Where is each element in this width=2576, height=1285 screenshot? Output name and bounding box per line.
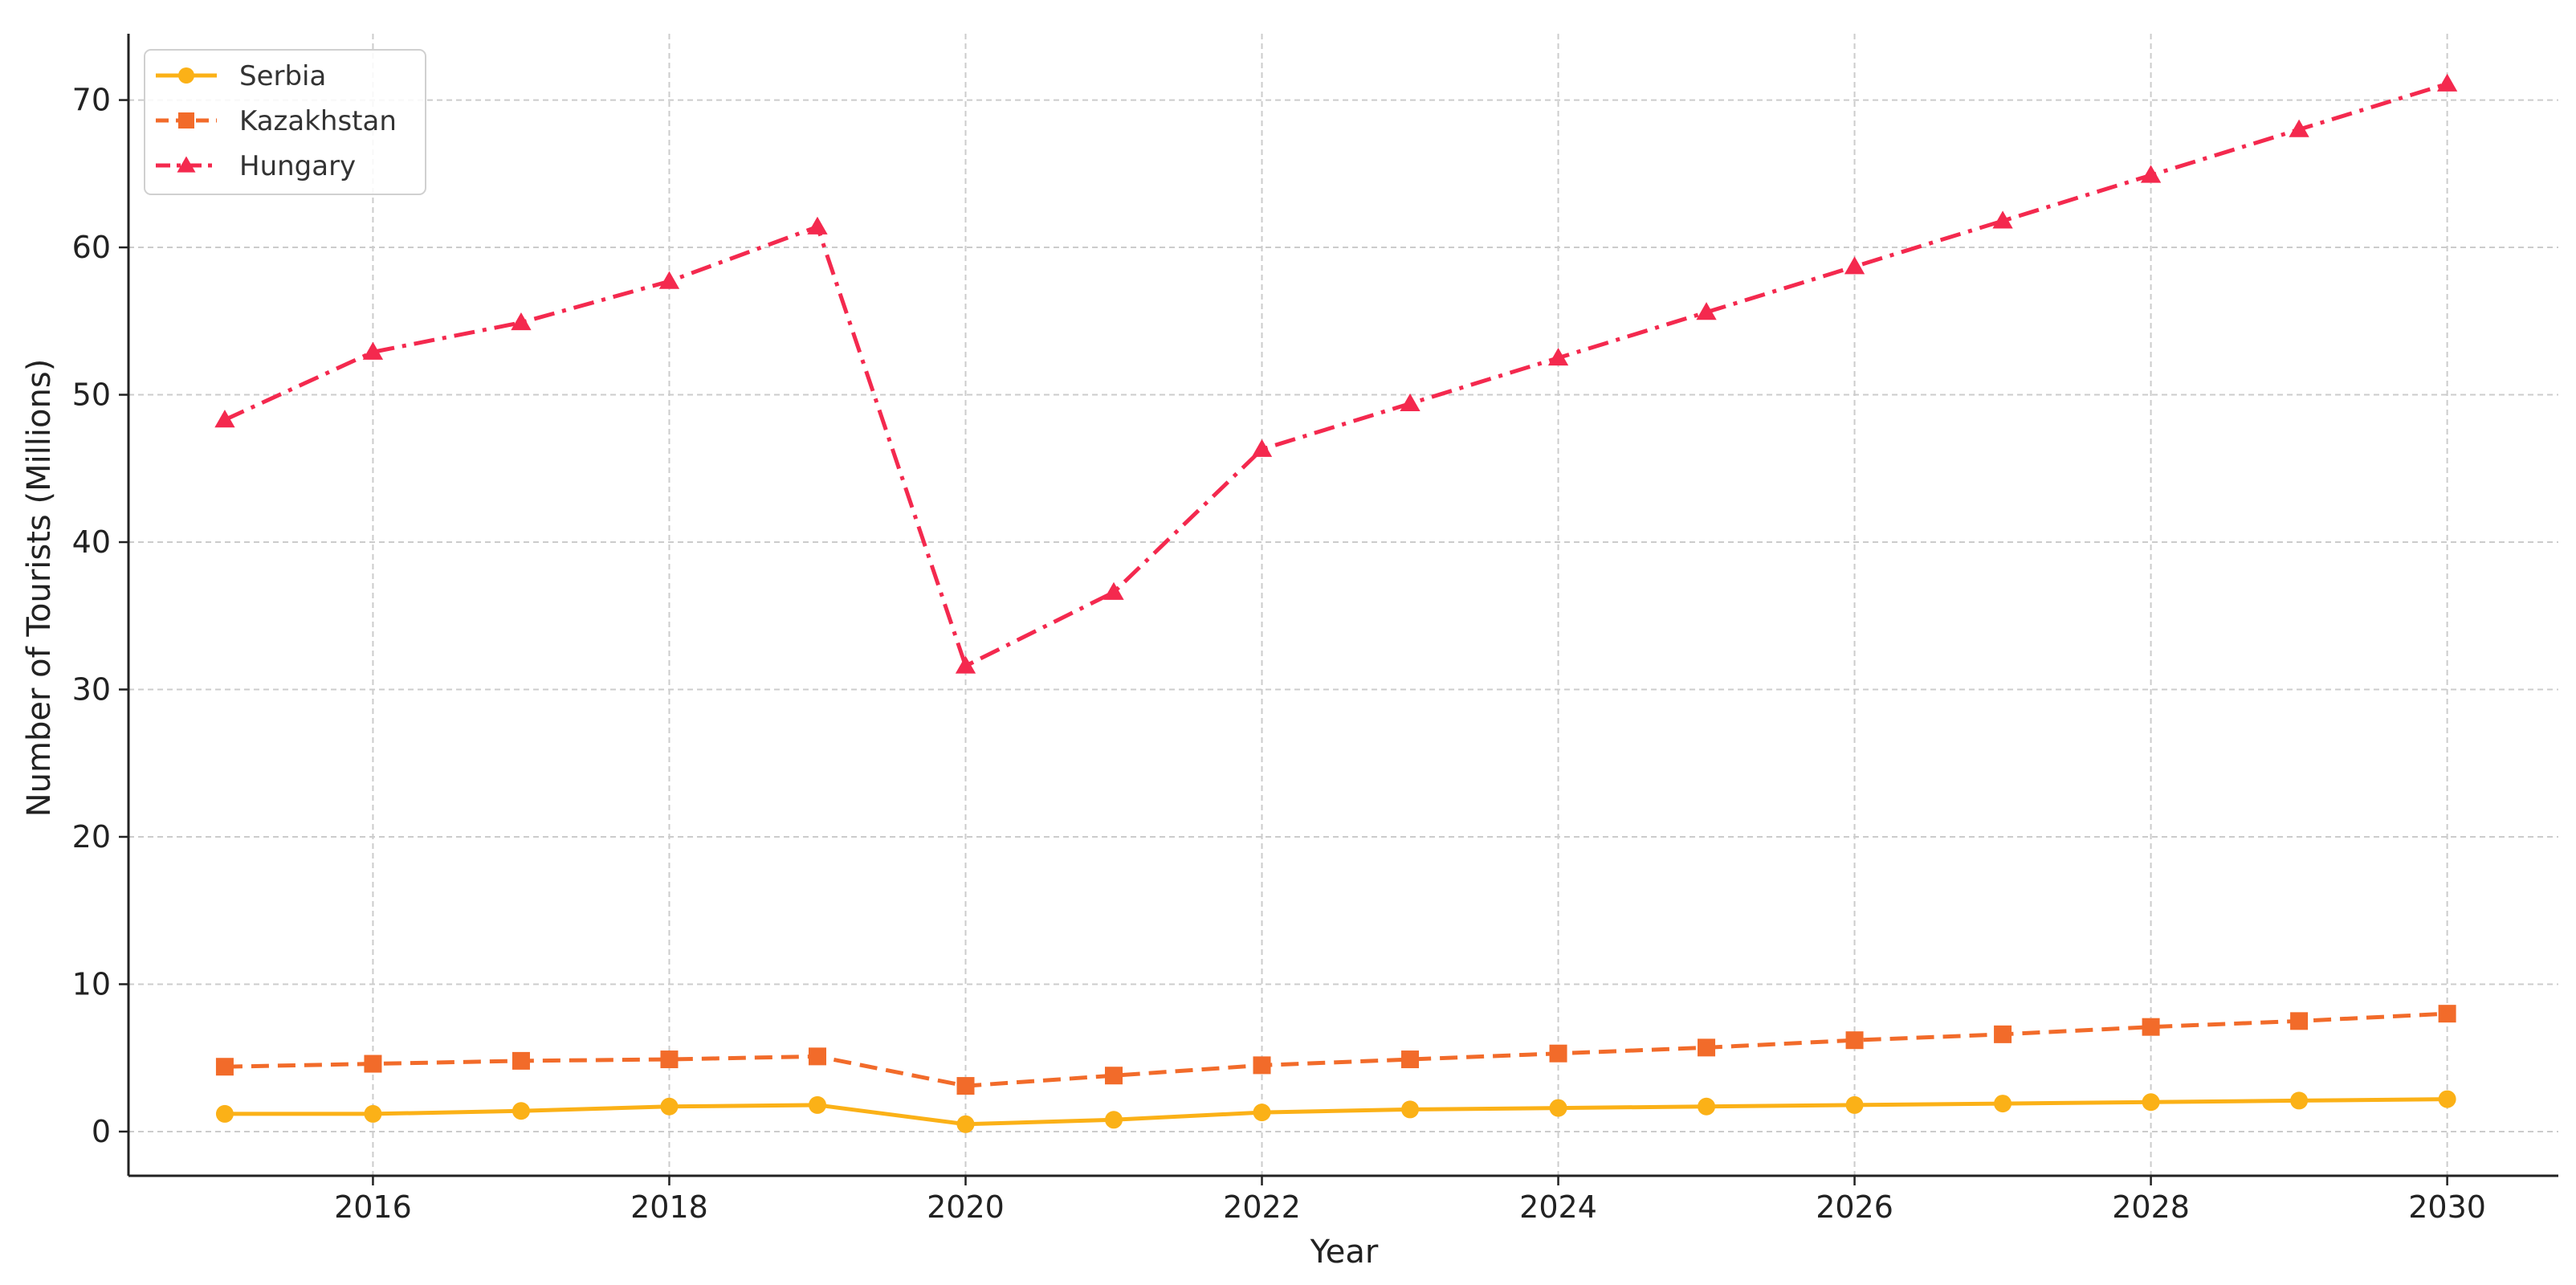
y-tick-label: 40 [72,524,111,560]
data-point-kazakhstan [512,1051,530,1070]
data-point-serbia [1253,1103,1271,1122]
data-point-hungary [1844,256,1865,275]
data-point-serbia [1698,1097,1716,1116]
data-point-serbia [2438,1090,2456,1108]
x-tick-label: 2024 [1519,1189,1597,1225]
x-axis-title: Year [1310,1234,1379,1271]
data-point-kazakhstan [1994,1025,2012,1043]
data-point-kazakhstan [808,1047,826,1066]
data-point-kazakhstan [1401,1050,1420,1069]
data-point-serbia [2290,1091,2309,1110]
data-point-kazakhstan [364,1055,382,1073]
data-point-kazakhstan [2438,1005,2456,1023]
series-line-kazakhstan [224,1011,2448,1088]
legend: Serbia Kazakhstan Hungary [144,49,426,195]
x-tick-label: 2022 [1223,1189,1301,1225]
series-line-hungary [223,81,2448,668]
data-point-serbia [364,1104,382,1123]
x-tick-label: 2028 [2112,1189,2190,1225]
legend-item-hungary: Hungary [156,150,356,182]
data-point-hungary [658,271,680,289]
series-kazakhstan [215,1005,2456,1095]
data-point-hungary [1696,302,1717,320]
data-point-serbia [2142,1093,2160,1112]
axes: 2016 2018 2020 2022 2024 2026 2028 203001020304… [72,34,2558,1225]
data-point-hungary [955,655,976,674]
legend-label-kazakhstan: Kazakhstan [239,105,397,137]
data-point-serbia [808,1095,826,1114]
data-point-kazakhstan [1105,1067,1123,1085]
data-point-kazakhstan [1698,1038,1716,1057]
data-point-kazakhstan [660,1050,679,1069]
data-point-hungary [1103,581,1124,600]
data-point-serbia [1401,1100,1420,1119]
y-axis-title: Number of Tourists (Millions) [21,359,58,818]
x-tick-label: 2018 [630,1189,708,1225]
data-point-serbia [1105,1111,1123,1129]
x-tick-label: 2026 [1816,1189,1893,1225]
data-point-kazakhstan [215,1058,234,1076]
legend-label-hungary: Hungary [239,150,356,182]
y-tick-label: 50 [72,377,111,413]
data-point-hungary [511,312,532,331]
data-point-serbia [956,1115,975,1133]
legend-label-serbia: Serbia [239,60,326,92]
data-point-serbia [660,1097,679,1116]
data-point-hungary [362,341,384,360]
y-tick-label: 70 [72,83,111,118]
data-point-kazakhstan [1845,1031,1864,1050]
legend-marker-hungary [177,156,196,173]
legend-marker-serbia [178,67,194,84]
y-tick-label: 0 [92,1114,111,1149]
data-point-kazakhstan [2142,1018,2160,1036]
data-point-hungary [1400,393,1420,412]
data-point-serbia [1994,1095,2012,1113]
data-point-serbia [215,1104,234,1123]
data-point-hungary [1992,210,2013,229]
series-serbia [215,1090,2456,1133]
series-group [214,73,2458,1133]
data-point-kazakhstan [1549,1044,1567,1063]
y-tick-label: 60 [72,230,111,265]
data-point-hungary [2289,119,2309,137]
legend-marker-kazakhstan [178,112,194,128]
x-tick-label: 2016 [334,1189,412,1225]
y-tick-label: 10 [72,966,111,1001]
data-point-serbia [1845,1095,1864,1114]
data-point-hungary [1251,439,1273,457]
data-point-hungary [214,410,235,428]
x-tick-label: 2020 [927,1189,1005,1225]
y-tick-label: 30 [72,672,111,708]
legend-item-kazakhstan: Kazakhstan [156,105,397,137]
y-tick-label: 20 [72,819,111,855]
series-hungary [214,73,2458,674]
legend-box [144,49,426,195]
data-point-kazakhstan [2290,1012,2309,1030]
data-point-kazakhstan [956,1077,975,1095]
grid [128,34,2558,1176]
data-point-serbia [1549,1099,1567,1117]
x-tick-label: 2030 [2408,1189,2486,1225]
data-point-hungary [1547,348,1569,366]
legend-item-serbia: Serbia [156,60,326,92]
data-point-kazakhstan [1253,1056,1271,1075]
series-line-serbia [224,1097,2448,1127]
data-point-hungary [2436,73,2458,92]
data-point-serbia [512,1102,530,1120]
data-point-hungary [807,216,828,235]
data-point-hungary [2140,165,2162,183]
